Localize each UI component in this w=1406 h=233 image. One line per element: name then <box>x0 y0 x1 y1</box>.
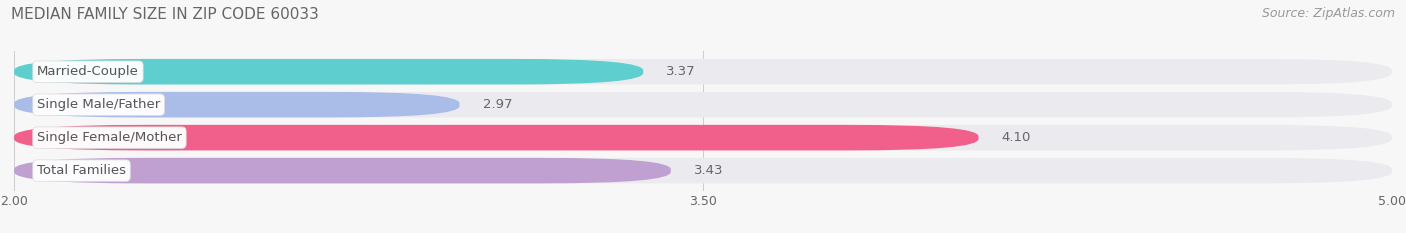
Text: 4.10: 4.10 <box>1001 131 1031 144</box>
Text: Single Female/Mother: Single Female/Mother <box>37 131 181 144</box>
Text: 2.97: 2.97 <box>482 98 512 111</box>
Text: Source: ZipAtlas.com: Source: ZipAtlas.com <box>1261 7 1395 20</box>
Text: MEDIAN FAMILY SIZE IN ZIP CODE 60033: MEDIAN FAMILY SIZE IN ZIP CODE 60033 <box>11 7 319 22</box>
FancyBboxPatch shape <box>14 125 979 151</box>
Text: Single Male/Father: Single Male/Father <box>37 98 160 111</box>
Text: 3.37: 3.37 <box>666 65 696 78</box>
FancyBboxPatch shape <box>14 59 644 85</box>
Text: 3.43: 3.43 <box>693 164 723 177</box>
FancyBboxPatch shape <box>14 92 1392 117</box>
FancyBboxPatch shape <box>14 158 1392 183</box>
FancyBboxPatch shape <box>14 125 1392 151</box>
FancyBboxPatch shape <box>14 92 460 117</box>
FancyBboxPatch shape <box>14 59 1392 85</box>
Text: Married-Couple: Married-Couple <box>37 65 139 78</box>
Text: Total Families: Total Families <box>37 164 127 177</box>
FancyBboxPatch shape <box>14 158 671 183</box>
